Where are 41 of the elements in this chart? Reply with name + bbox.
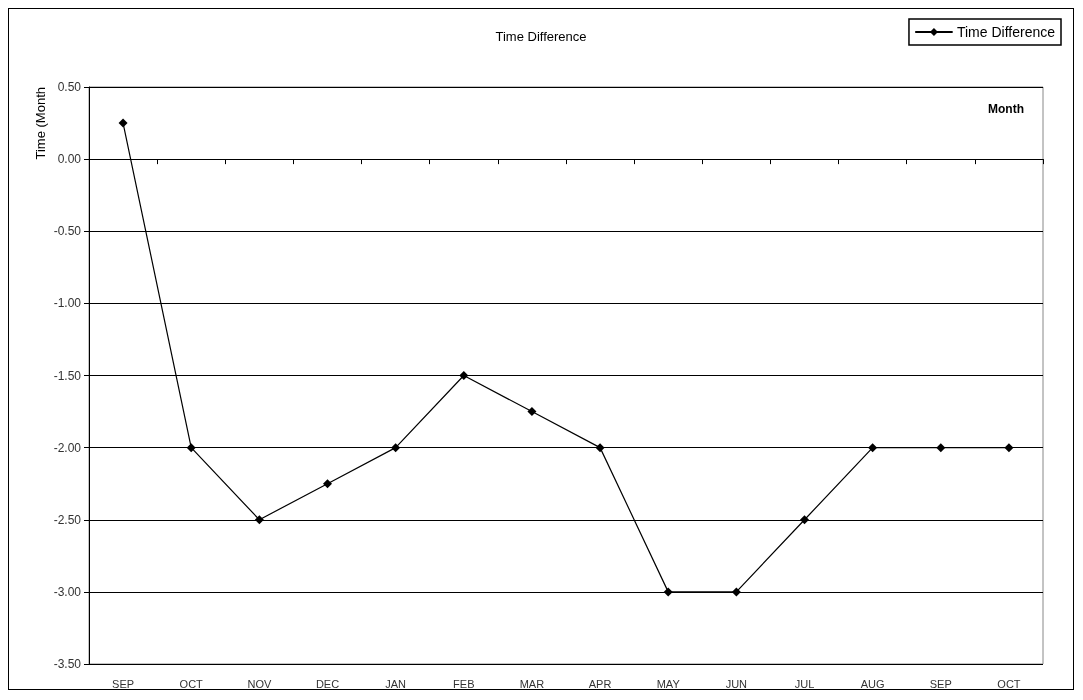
point [936,443,946,453]
x-tick-label: APR [588,677,612,690]
y-tick-label: -2.50 [53,512,82,527]
y-tick-label: 0.50 [57,80,82,94]
x-tick-label: JUL [794,677,815,690]
x-tick-label: NOV [247,677,272,690]
x-axis-title: Month [988,102,1024,117]
x-tick-label: SEP [929,677,952,690]
y-tick-label: 0.00 [57,152,82,167]
y-axis-title: Time (Month [33,87,48,160]
point [595,443,605,453]
point [118,118,128,128]
point [323,479,332,489]
legend-label: Time Difference [956,24,1056,40]
y-tick-label: -1.50 [53,368,82,383]
y-tick-label: -3.00 [53,584,82,599]
point [800,515,809,525]
point [186,443,196,453]
x-tick-label: FEB [453,677,475,690]
x-tick-label: OCT [179,677,204,690]
point [391,443,401,453]
chart-title: Time Difference [495,29,587,44]
point [663,587,673,597]
x-tick-label: MAY [656,677,681,690]
y-tick-label: -2.00 [53,440,82,455]
y-tick-label: -3.50 [53,657,82,671]
point [459,371,469,380]
x-tick-label: JAN [385,677,407,690]
y-tick-label: -0.50 [53,224,82,239]
x-tick-label: JUN [725,677,748,690]
y-tick-label: -1.00 [53,296,82,311]
point [731,587,741,597]
point [868,443,878,453]
x-tick-label: SEP [112,677,135,690]
point [527,407,537,417]
x-tick-label: AUG [860,677,885,690]
x-tick-label: DEC [315,677,340,690]
point [1004,443,1014,453]
x-tick-label: OCT [997,677,1021,690]
x-tick-label: MAR [519,677,545,690]
point [254,515,264,525]
